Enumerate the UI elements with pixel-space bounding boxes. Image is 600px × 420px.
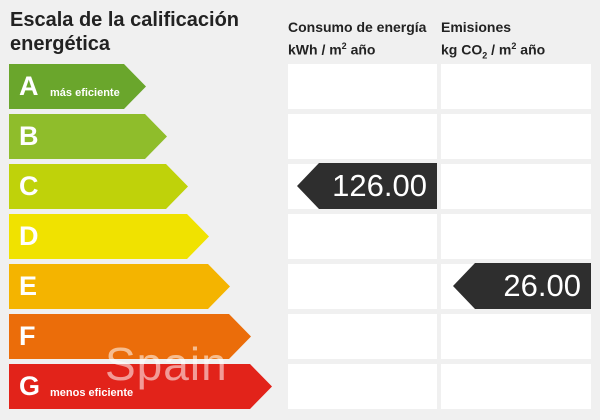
band-e: E [9, 264, 230, 309]
emissions-unit: kg CO2 / m2 año [441, 41, 546, 61]
emissions-value: 26.00 [503, 268, 581, 303]
emissions-cell-b [441, 114, 591, 159]
band-arrow-f [9, 314, 251, 359]
emissions-value-pointer: 26.00 [453, 263, 591, 309]
band-letter: C [19, 171, 39, 201]
band-note: más eficiente [50, 87, 120, 99]
energy-value-pointer: 126.00 [297, 163, 437, 209]
band-arrow-c [9, 164, 188, 209]
watermark-text: Spain [105, 338, 228, 390]
energy-unit: kWh / m2 año [288, 41, 376, 58]
band-d: D [9, 214, 209, 259]
band-note: menos eficiente [50, 387, 134, 399]
band-letter: F [19, 321, 36, 351]
emissions-header-label: Emisiones [441, 19, 512, 35]
scale-title: Escala de la calificación energética [10, 9, 240, 55]
band-f: F [9, 314, 251, 359]
energy-cell-g [288, 364, 437, 409]
band-letter: B [19, 121, 39, 151]
band-arrow-g [9, 364, 272, 409]
emissions-cell-c [441, 164, 591, 209]
energy-value: 126.00 [332, 168, 427, 203]
energy-header-label: Consumo de energía [288, 19, 427, 35]
energy-cell-f [288, 314, 437, 359]
band-letter: A [19, 71, 39, 101]
band-letter: E [19, 271, 38, 301]
band-arrow-a [9, 64, 146, 109]
band-arrow-e [9, 264, 230, 309]
band-arrow-d [9, 214, 209, 259]
emissions-cell-g [441, 364, 591, 409]
energy-cell-e [288, 264, 437, 309]
band-c: C [9, 164, 188, 209]
energy-cell-d [288, 214, 437, 259]
band-b: B [9, 114, 167, 159]
energy-column-header: Consumo de energía kWh / m2 año [288, 18, 426, 60]
band-letter: G [19, 371, 41, 401]
energy-pointer-shape [297, 163, 437, 209]
emissions-pointer-shape [453, 263, 591, 309]
emissions-column-header: Emisiones kg CO2 / m2 año [441, 18, 545, 65]
energy-cell-a [288, 64, 437, 109]
band-arrow-b [9, 114, 167, 159]
band-letter: D [19, 221, 39, 251]
emissions-cell-f [441, 314, 591, 359]
emissions-cell-d [441, 214, 591, 259]
energy-cell-b [288, 114, 437, 159]
emissions-cell-a [441, 64, 591, 109]
